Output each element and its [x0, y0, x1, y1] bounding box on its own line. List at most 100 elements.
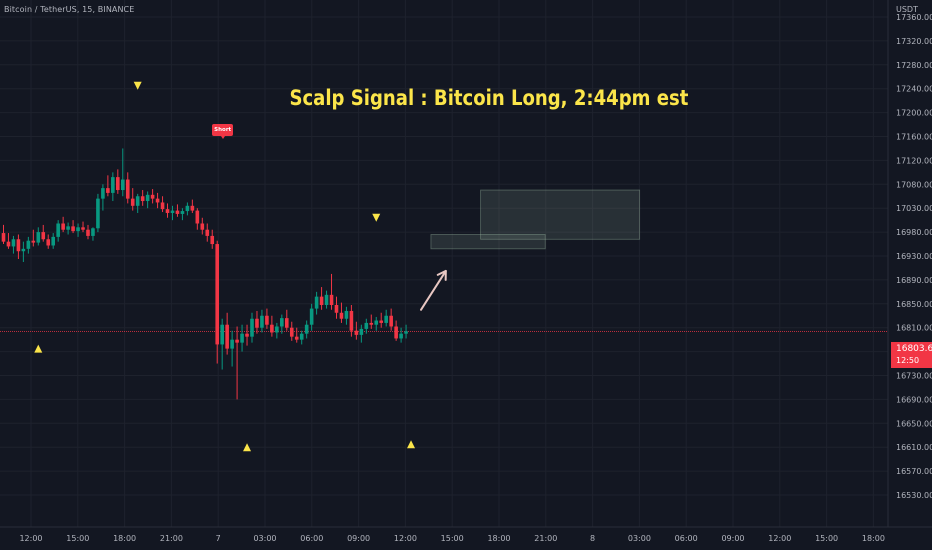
price-tick-label: 17240.00	[896, 85, 932, 94]
candle-body	[250, 318, 254, 337]
arrow-shaft[interactable]	[419, 269, 447, 311]
price-tick-label: 16980.00	[896, 228, 932, 237]
candle-body	[205, 229, 210, 236]
candle-body	[26, 240, 31, 249]
candle-body	[111, 177, 115, 193]
price-tick-label: 16930.00	[896, 252, 932, 261]
buy-triangle-marker	[407, 440, 416, 449]
time-axis[interactable]: 12:00 15:00 18:00 21:00 7 03:00 06:00 09:00 12:0…	[0, 526, 932, 543]
candle-body	[240, 333, 244, 343]
price-tick-label: 17360.00	[896, 13, 932, 22]
signal-markers	[34, 81, 416, 452]
candle-body	[91, 228, 95, 236]
last-price-tag: 16803.69 12:50	[891, 342, 932, 368]
price-tick-label: 16850.00	[896, 300, 932, 309]
candle-body	[145, 194, 150, 202]
price-tick-label: 16890.00	[896, 276, 932, 285]
candle-body	[140, 196, 145, 202]
short-signal-flag: Short	[212, 123, 234, 139]
candle-body	[334, 304, 339, 313]
candle-body	[125, 179, 130, 199]
time-tick-label: 18:00	[487, 534, 510, 543]
candle-body	[76, 227, 80, 232]
candle-body	[230, 339, 234, 349]
candle-body	[116, 177, 120, 191]
candle-body	[289, 327, 294, 337]
price-tick-label: 16650.00	[896, 419, 932, 428]
candle-body	[379, 320, 384, 323]
candle-body	[265, 315, 269, 325]
candle-body	[260, 315, 264, 328]
price-tick-label: 17200.00	[896, 109, 932, 118]
candle-body	[41, 232, 46, 240]
candle-body	[165, 209, 170, 213]
time-tick-label: 18:00	[862, 534, 885, 543]
time-tick-label: 06:00	[675, 534, 698, 543]
bar-countdown: 12:50	[896, 356, 920, 365]
time-tick-label: 21:00	[534, 534, 557, 543]
candle-body	[404, 331, 408, 334]
candle-body	[280, 318, 284, 327]
candle-body	[245, 333, 249, 337]
candle-body	[255, 318, 259, 328]
price-tick-label: 17280.00	[896, 61, 932, 70]
price-tick-label: 17030.00	[896, 204, 932, 213]
candle-body	[51, 236, 55, 246]
candle-body	[394, 326, 398, 339]
time-tick-label: 12:00	[768, 534, 791, 543]
candle-body	[389, 315, 393, 327]
candle-body	[185, 205, 190, 212]
time-tick-label: 18:00	[113, 534, 136, 543]
candle-body	[359, 328, 364, 335]
last-price-value: 16803.69	[896, 344, 932, 354]
candle-body	[225, 324, 229, 349]
price-tick-label: 16810.00	[896, 324, 932, 333]
candle-body	[6, 241, 11, 247]
time-tick-label: 15:00	[66, 534, 89, 543]
candle-series	[1, 148, 408, 400]
candle-body	[339, 312, 344, 319]
candle-body	[175, 210, 180, 214]
candle-body	[210, 235, 215, 245]
candle-body	[96, 198, 100, 229]
price-tick-label: 16610.00	[896, 443, 932, 452]
price-zone-box[interactable]	[480, 189, 641, 240]
buy-triangle-marker	[34, 344, 43, 353]
price-tick-label: 16530.00	[896, 491, 932, 500]
time-tick-label: 12:00	[19, 534, 42, 543]
time-tick-label: 15:00	[815, 534, 838, 543]
time-tick-label: 03:00	[628, 534, 651, 543]
candle-body	[71, 226, 75, 232]
candle-body	[344, 310, 349, 319]
symbol-title[interactable]: Bitcoin / TetherUS, 15, BINANCE	[4, 5, 135, 14]
candle-body	[384, 315, 388, 323]
price-zone-box[interactable]	[430, 234, 546, 250]
candle-body	[284, 318, 289, 328]
candle-body	[364, 322, 369, 329]
grid-lines	[0, 0, 888, 527]
time-tick-label: 06:00	[300, 534, 323, 543]
candle-body	[86, 229, 90, 236]
candle-body	[220, 324, 224, 345]
arrow-head[interactable]	[436, 269, 447, 281]
candle-body	[130, 198, 135, 206]
zone-rectangles[interactable]	[430, 189, 641, 250]
time-tick-label: 8	[590, 534, 595, 543]
candle-body	[120, 179, 125, 191]
trend-arrow[interactable]	[419, 269, 447, 311]
buy-triangle-marker	[243, 443, 252, 452]
candle-body	[11, 239, 16, 247]
time-tick-label: 12:00	[394, 534, 417, 543]
candle-body	[294, 336, 299, 340]
price-tick-label: 17120.00	[896, 156, 932, 165]
candle-body	[324, 294, 329, 305]
time-tick-label: 09:00	[347, 534, 370, 543]
candle-body	[170, 210, 175, 213]
time-tick-label: 15:00	[441, 534, 464, 543]
candle-body	[155, 198, 160, 203]
price-tick-label: 16690.00	[896, 395, 932, 404]
candle-body	[374, 320, 379, 325]
